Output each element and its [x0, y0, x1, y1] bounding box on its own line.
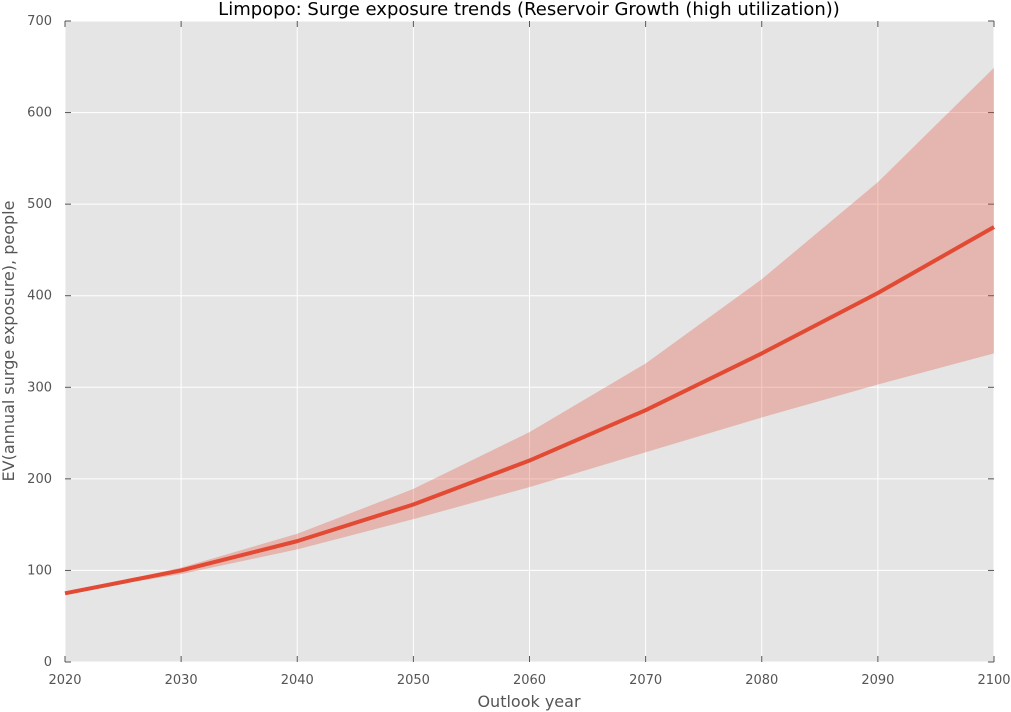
chart-title: Limpopo: Surge exposure trends (Reservoi…: [218, 0, 840, 20]
x-tick-labels: 2020 2030 2040 2050 2060 2070 2080 2090 2100: [48, 673, 1010, 688]
y-tick-label: 0: [44, 655, 52, 670]
y-tick-label: 500: [27, 197, 52, 212]
x-tick-label: 2020: [48, 673, 81, 688]
x-tick-label: 2080: [745, 673, 778, 688]
x-tick-label: 2030: [165, 673, 198, 688]
x-axis-title: Outlook year: [477, 692, 581, 711]
data-points: [64, 227, 995, 594]
y-tick-labels: 0 100 200 300 400 500 600 700: [27, 14, 52, 670]
y-tick-label: 300: [27, 380, 52, 395]
x-tick-label: 2070: [629, 673, 662, 688]
x-tick-label: 2050: [397, 673, 430, 688]
x-tick-label: 2090: [861, 673, 894, 688]
y-tick-label: 700: [27, 14, 52, 29]
y-tick-label: 100: [27, 563, 52, 578]
x-tick-label: 2060: [513, 673, 546, 688]
y-tick-label: 600: [27, 106, 52, 121]
x-tick-label: 2100: [977, 673, 1010, 688]
y-axis-title: EV(annual surge exposure), people: [0, 201, 18, 482]
tick-marks: [64, 20, 995, 663]
y-tick-label: 200: [27, 472, 52, 487]
y-tick-label: 400: [27, 289, 52, 304]
x-tick-label: 2040: [281, 673, 314, 688]
